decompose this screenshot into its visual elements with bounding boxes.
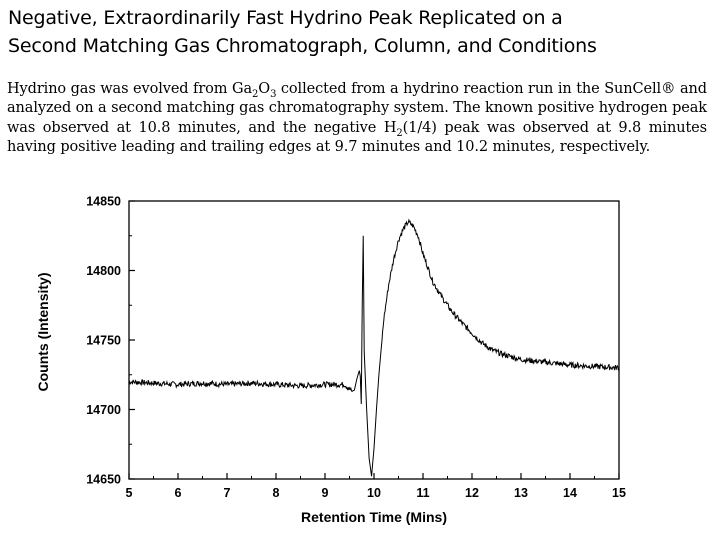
- para-text-4: (1/4) peak was observed at 9.8 minutes h…: [7, 119, 707, 155]
- para-text-1: Hydrino gas was evolved from Ga: [7, 81, 253, 97]
- x-tick-label: 7: [224, 486, 231, 500]
- description-paragraph: Hydrino gas was evolved from Ga2O3 colle…: [7, 80, 707, 157]
- x-tick-label: 13: [514, 486, 528, 500]
- x-tick-label: 8: [273, 486, 280, 500]
- title-line-2: Second Matching Gas Chromatograph, Colum…: [8, 35, 597, 57]
- para-sub-3: 2: [396, 127, 403, 139]
- para-text-2: O: [258, 81, 271, 97]
- x-axis: 5 6 7 8 9 10 11 12 13 14 15: [126, 473, 626, 500]
- series-line-gc-trace: [128, 218, 620, 477]
- y-axis: 14650 14700 14750 14800 14850: [86, 195, 135, 487]
- y-tick-label: 14650: [86, 473, 121, 487]
- x-axis-label: Retention Time (Mins): [301, 509, 447, 525]
- para-sub-2: 3: [270, 88, 277, 100]
- plot-frame: [128, 200, 620, 480]
- para-text-3: collected from a hydrino reaction run in…: [7, 81, 707, 136]
- x-tick-label: 9: [322, 486, 329, 500]
- x-tick-label: 10: [367, 486, 381, 500]
- para-sub-1: 2: [252, 88, 259, 100]
- x-tick-label: 11: [416, 486, 429, 500]
- x-tick-label: 14: [563, 486, 577, 500]
- y-tick-label: 14750: [86, 334, 121, 348]
- title-line-1: Negative, Extraordinarily Fast Hydrino P…: [8, 7, 563, 29]
- y-axis-label: Counts (Intensity): [35, 273, 51, 392]
- x-tick-label: 15: [612, 486, 626, 500]
- x-tick-label: 5: [126, 486, 133, 500]
- page-title: Negative, Extraordinarily Fast Hydrino P…: [8, 4, 713, 60]
- y-tick-label: 14800: [86, 264, 121, 278]
- y-tick-label: 14850: [86, 195, 121, 209]
- y-tick-label: 14700: [86, 403, 121, 417]
- x-tick-label: 6: [175, 486, 182, 500]
- x-tick-label: 12: [465, 486, 479, 500]
